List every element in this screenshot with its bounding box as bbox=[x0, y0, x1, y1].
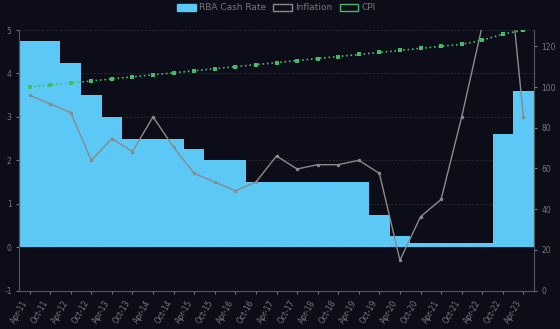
Bar bbox=[19, 41, 40, 247]
Bar bbox=[472, 243, 493, 247]
Bar bbox=[493, 134, 513, 247]
Bar bbox=[431, 243, 451, 247]
Bar bbox=[451, 243, 472, 247]
Bar bbox=[307, 182, 328, 247]
Bar bbox=[328, 182, 348, 247]
Bar bbox=[184, 149, 204, 247]
Legend: RBA Cash Rate, Inflation, CPI: RBA Cash Rate, Inflation, CPI bbox=[178, 3, 376, 12]
Bar bbox=[410, 243, 431, 247]
Bar bbox=[369, 215, 390, 247]
Bar bbox=[246, 182, 266, 247]
Bar bbox=[143, 139, 164, 247]
Bar bbox=[390, 236, 410, 247]
Bar bbox=[348, 182, 369, 247]
Bar bbox=[81, 95, 101, 247]
Bar bbox=[513, 91, 534, 247]
Bar bbox=[40, 41, 60, 247]
Bar bbox=[164, 139, 184, 247]
Bar bbox=[287, 182, 307, 247]
Bar bbox=[225, 160, 246, 247]
Bar bbox=[266, 182, 287, 247]
Bar bbox=[122, 139, 143, 247]
Bar bbox=[60, 63, 81, 247]
Bar bbox=[101, 117, 122, 247]
Bar bbox=[204, 160, 225, 247]
